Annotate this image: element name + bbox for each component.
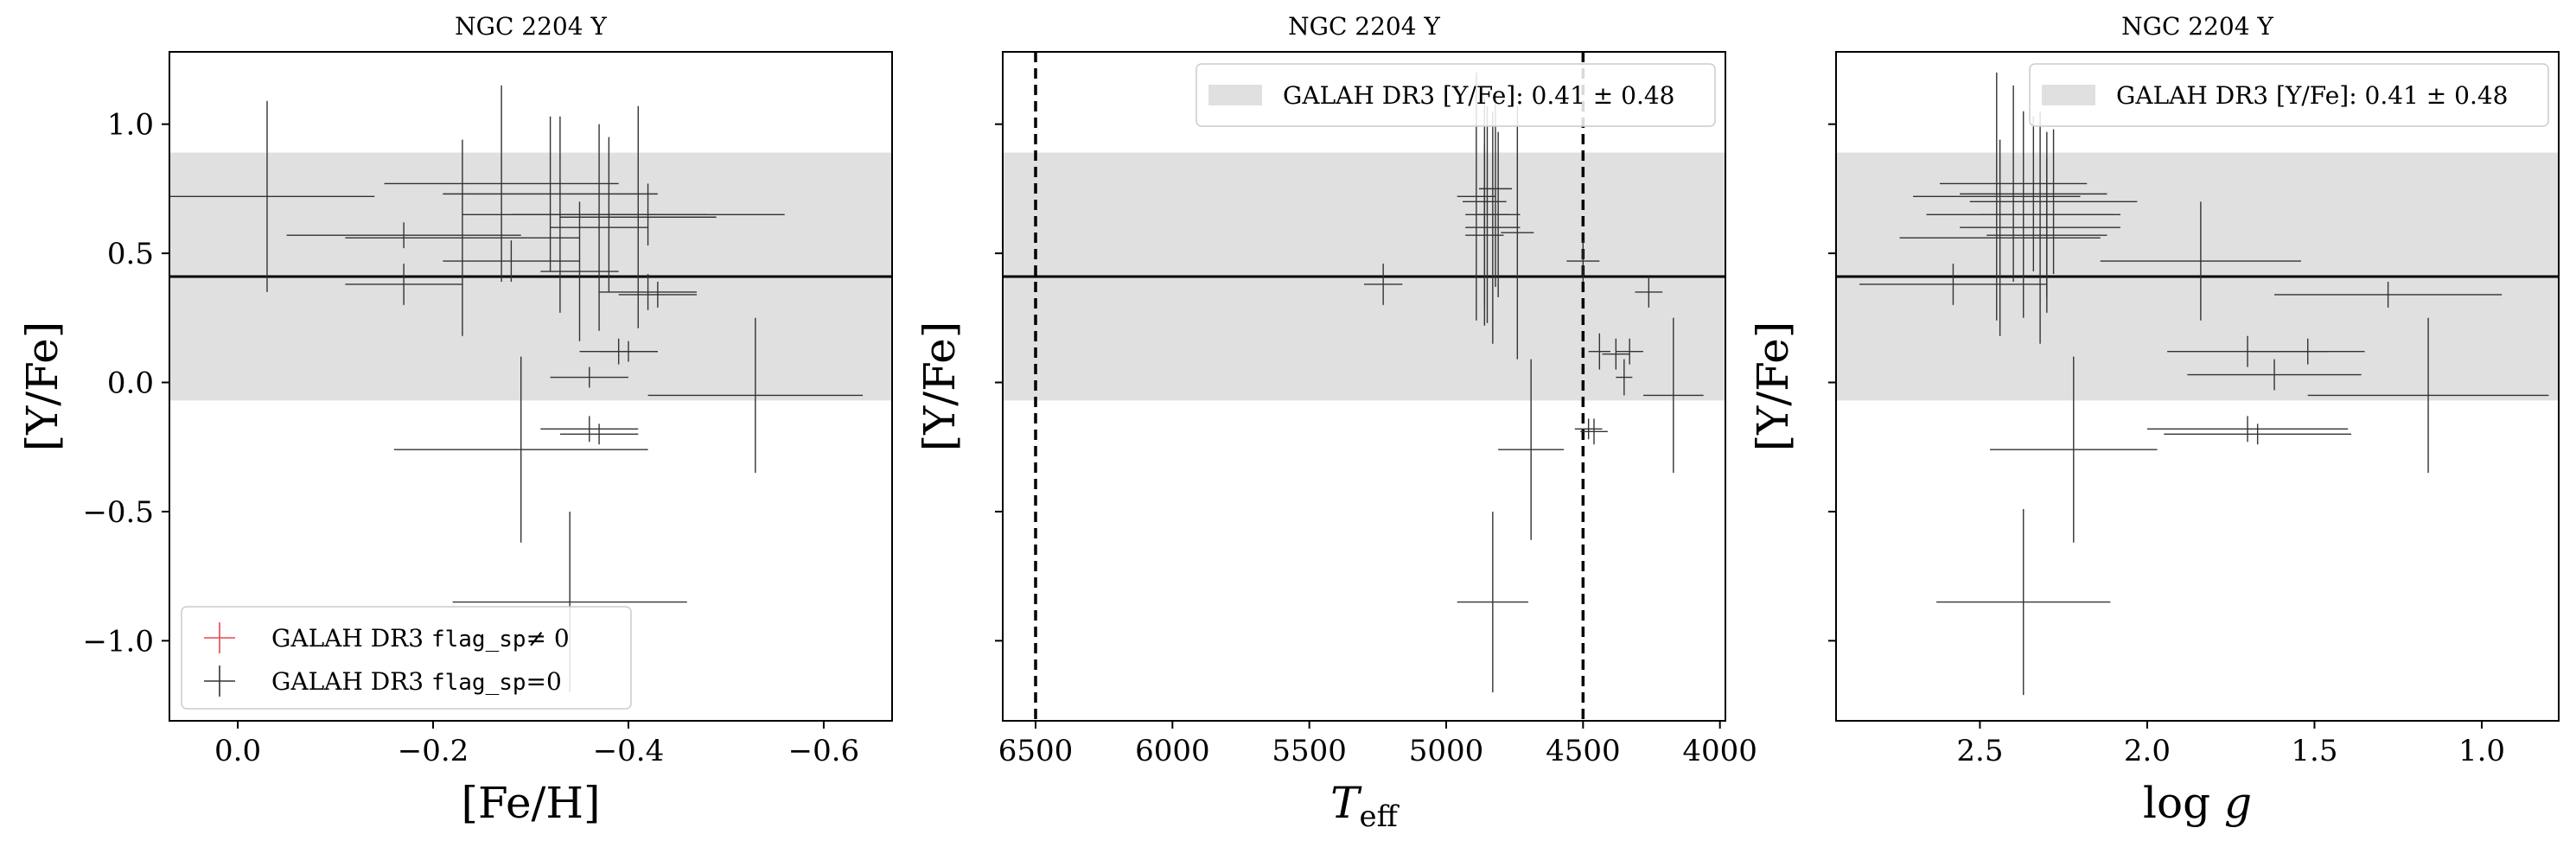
plot-area bbox=[1836, 72, 2559, 696]
data-point-17 bbox=[599, 274, 698, 310]
data-point-18 bbox=[2164, 424, 2352, 445]
data-point-11 bbox=[2100, 201, 2301, 321]
data-point-8 bbox=[1476, 131, 1521, 297]
legend-label: GALAH DR3 flag_sp≠ 0 bbox=[271, 624, 570, 653]
data-point-7 bbox=[443, 116, 658, 272]
panel-title: NGC 2204 Y bbox=[455, 12, 607, 41]
x-axis-label: log g bbox=[2143, 778, 2252, 828]
data-point-7 bbox=[1465, 144, 1504, 326]
x-tick-label: −0.6 bbox=[788, 734, 860, 768]
panel-1: 0.0 −0.2 −0.4 −0.6 −1.0 −0.5 0.0 0.5 1.0 NGC 2204… bbox=[17, 12, 893, 828]
x-tick-label: −0.4 bbox=[593, 734, 665, 768]
y-tick-label: 1.0 bbox=[107, 108, 154, 143]
data-point-18 bbox=[618, 281, 698, 308]
data-point-1 bbox=[1859, 264, 2047, 305]
data-point-3 bbox=[286, 222, 521, 249]
data-point-9 bbox=[1969, 129, 2138, 275]
panel-title: NGC 2204 Y bbox=[1288, 12, 1440, 41]
legend-label: GALAH DR3 [Y/Fe]: 0.41 ± 0.48 bbox=[1283, 81, 1674, 110]
data-point-15 bbox=[2187, 359, 2362, 391]
data-point-14 bbox=[1616, 359, 1633, 396]
data-point-18 bbox=[1580, 418, 1608, 445]
data-point-1 bbox=[169, 100, 375, 292]
data-point-3 bbox=[1899, 139, 2101, 336]
x-tick-label: 5500 bbox=[1272, 734, 1347, 768]
x-axis-label: Teff bbox=[1330, 778, 1400, 834]
data-point-13 bbox=[1616, 338, 1643, 365]
legend-label: GALAH DR3 flag_sp=0 bbox=[271, 667, 562, 696]
data-point-6 bbox=[443, 240, 580, 282]
data-point-16 bbox=[599, 341, 658, 362]
data-point-11 bbox=[1588, 333, 1610, 370]
data-point-19 bbox=[1990, 356, 2158, 543]
data-point-10 bbox=[550, 124, 648, 331]
panel-2: 6500 6000 5500 5000 4500 4000 NGC 2204 Y [Y/Fe]… bbox=[915, 12, 1757, 834]
x-tick-label: 4000 bbox=[1682, 734, 1757, 768]
legend: GALAH DR3 [Y/Fe]: 0.41 ± 0.48 bbox=[1196, 63, 1716, 127]
data-point-20 bbox=[1457, 511, 1528, 693]
x-tick-label: 2.0 bbox=[2124, 734, 2171, 768]
x-tick-label: 1.0 bbox=[2458, 734, 2505, 768]
data-point-13 bbox=[511, 183, 785, 246]
axes-frame bbox=[1002, 51, 1726, 722]
data-point-1 bbox=[1364, 264, 1403, 305]
data-point-12 bbox=[2274, 281, 2503, 308]
x-tick-label: 4500 bbox=[1546, 734, 1621, 768]
data-point-16 bbox=[1643, 317, 1704, 474]
legend-label: GALAH DR3 [Y/Fe]: 0.41 ± 0.48 bbox=[2116, 81, 2508, 110]
plot-area bbox=[1003, 52, 1725, 721]
data-point-2 bbox=[345, 264, 462, 305]
legend: GALAH DR3 flag_sp≠ 0 GALAH DR3 flag_sp=0 bbox=[181, 606, 632, 710]
data-point-16 bbox=[2307, 317, 2549, 474]
data-point-5 bbox=[1465, 111, 1521, 344]
axes-frame bbox=[169, 51, 893, 722]
data-point-4 bbox=[345, 139, 580, 336]
y-tick-label: −0.5 bbox=[82, 495, 154, 530]
y-tick-label: 0.5 bbox=[107, 237, 154, 271]
panel-3: 2.5 2.0 1.5 1.0 NGC 2204 Y [Y/Fe] log g GALAH D… bbox=[1748, 12, 2560, 828]
data-point-20 bbox=[540, 416, 639, 443]
data-point-15 bbox=[1635, 276, 1663, 308]
y-tick-label: 0.0 bbox=[107, 366, 154, 401]
x-tick-label: 1.5 bbox=[2291, 734, 2337, 768]
data-point-5 bbox=[384, 85, 619, 282]
plot-area bbox=[169, 85, 892, 693]
x-tick-label: 2.5 bbox=[1956, 734, 2003, 768]
data-point-20 bbox=[1936, 508, 2111, 696]
data-point-19 bbox=[647, 317, 864, 474]
data-point-14 bbox=[550, 366, 628, 388]
x-tick-label: 6000 bbox=[1135, 734, 1210, 768]
y-axis-label: [Y/Fe] bbox=[1748, 322, 1798, 451]
data-point-17 bbox=[2146, 416, 2349, 443]
data-point-9 bbox=[540, 201, 619, 341]
y-axis-label: [Y/Fe] bbox=[17, 322, 67, 451]
y-axis-label: [Y/Fe] bbox=[915, 322, 965, 451]
data-point-21 bbox=[559, 424, 639, 445]
data-point-12 bbox=[1602, 338, 1630, 370]
data-point-7 bbox=[1960, 111, 2120, 344]
panel-title: NGC 2204 Y bbox=[2121, 12, 2273, 41]
data-point-2 bbox=[1913, 72, 2081, 321]
y-tick-label: −1.0 bbox=[82, 624, 154, 659]
data-point-17 bbox=[1574, 418, 1603, 440]
x-tick-label: 5000 bbox=[1409, 734, 1484, 768]
x-axis-label: [Fe/H] bbox=[461, 778, 600, 828]
x-tick-label: 6500 bbox=[998, 734, 1074, 768]
x-tick-label: −0.2 bbox=[398, 734, 469, 768]
data-point-10 bbox=[1566, 240, 1600, 282]
data-point-12 bbox=[559, 105, 717, 328]
x-tick-label: 0.0 bbox=[214, 734, 261, 768]
legend: GALAH DR3 [Y/Fe]: 0.41 ± 0.48 bbox=[2029, 63, 2549, 127]
data-point-22 bbox=[393, 356, 648, 543]
data-point-14 bbox=[2250, 338, 2365, 365]
data-point-19 bbox=[1498, 359, 1565, 540]
legend-band-swatch bbox=[2042, 85, 2095, 105]
data-point-6 bbox=[1960, 116, 2107, 272]
legend-band-swatch bbox=[1208, 85, 1262, 105]
data-point-10 bbox=[1986, 157, 2107, 313]
axes-frame bbox=[1835, 51, 2560, 722]
data-point-4 bbox=[1939, 85, 2088, 282]
data-point-9 bbox=[1501, 105, 1534, 360]
